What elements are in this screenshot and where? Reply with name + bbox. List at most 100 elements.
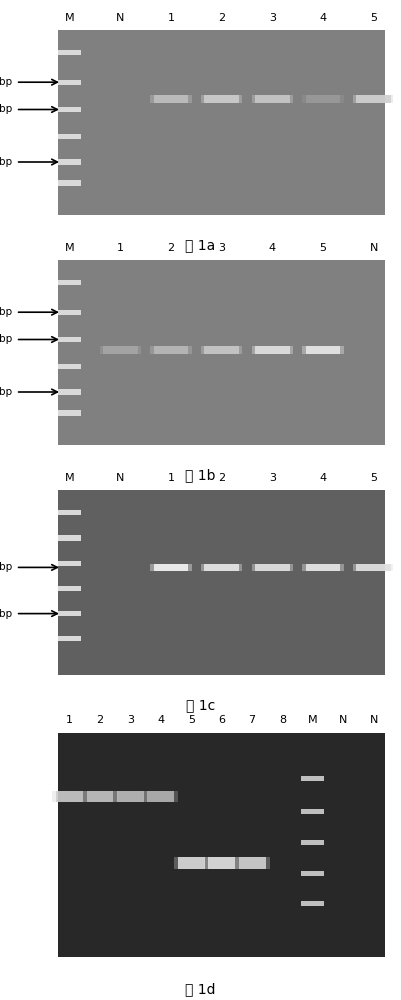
FancyBboxPatch shape — [99, 346, 141, 354]
Text: 3: 3 — [218, 243, 225, 253]
FancyBboxPatch shape — [201, 95, 243, 103]
Text: 3: 3 — [127, 715, 134, 725]
Text: 100 bp: 100 bp — [0, 157, 12, 167]
Text: N: N — [370, 715, 378, 725]
Text: M: M — [65, 473, 75, 483]
Text: 250 bp: 250 bp — [0, 334, 12, 344]
Text: 4: 4 — [320, 13, 326, 23]
FancyBboxPatch shape — [255, 346, 290, 354]
Text: 500 bp: 500 bp — [0, 307, 12, 317]
Text: 4: 4 — [320, 473, 326, 483]
FancyBboxPatch shape — [205, 95, 239, 103]
FancyBboxPatch shape — [178, 857, 205, 869]
FancyBboxPatch shape — [306, 346, 340, 354]
Text: 2: 2 — [97, 715, 103, 725]
Text: 4: 4 — [269, 243, 276, 253]
FancyBboxPatch shape — [58, 337, 81, 342]
FancyBboxPatch shape — [58, 389, 81, 395]
FancyBboxPatch shape — [58, 180, 81, 186]
FancyBboxPatch shape — [154, 564, 188, 571]
FancyBboxPatch shape — [58, 636, 81, 641]
Text: 6: 6 — [218, 715, 225, 725]
FancyBboxPatch shape — [58, 134, 81, 139]
Text: 3: 3 — [269, 473, 276, 483]
Text: 5: 5 — [370, 473, 377, 483]
FancyBboxPatch shape — [302, 901, 324, 906]
Text: N: N — [370, 243, 378, 253]
FancyBboxPatch shape — [302, 346, 344, 354]
FancyBboxPatch shape — [302, 95, 344, 103]
FancyBboxPatch shape — [302, 871, 324, 876]
FancyBboxPatch shape — [58, 310, 81, 315]
Text: N: N — [116, 13, 124, 23]
FancyBboxPatch shape — [58, 107, 81, 112]
FancyBboxPatch shape — [58, 159, 81, 165]
FancyBboxPatch shape — [201, 564, 243, 571]
Text: 1: 1 — [66, 715, 73, 725]
FancyBboxPatch shape — [154, 95, 188, 103]
FancyBboxPatch shape — [83, 791, 117, 802]
FancyBboxPatch shape — [113, 791, 148, 802]
Text: M: M — [65, 13, 75, 23]
FancyBboxPatch shape — [205, 564, 239, 571]
Text: 1: 1 — [117, 243, 124, 253]
FancyBboxPatch shape — [302, 840, 324, 845]
FancyBboxPatch shape — [58, 410, 81, 416]
FancyBboxPatch shape — [150, 564, 192, 571]
Text: 图 1b: 图 1b — [185, 468, 216, 482]
Text: 1: 1 — [168, 13, 174, 23]
Text: 5: 5 — [188, 715, 195, 725]
FancyBboxPatch shape — [58, 50, 81, 55]
FancyBboxPatch shape — [255, 95, 290, 103]
FancyBboxPatch shape — [174, 857, 209, 869]
Text: 图 1d: 图 1d — [185, 982, 216, 996]
FancyBboxPatch shape — [302, 776, 324, 781]
FancyBboxPatch shape — [58, 586, 81, 591]
Text: 3: 3 — [269, 13, 276, 23]
Text: 1: 1 — [168, 473, 174, 483]
FancyBboxPatch shape — [353, 95, 395, 103]
Text: 250 bp: 250 bp — [0, 104, 12, 114]
Text: 7: 7 — [249, 715, 256, 725]
Text: M: M — [308, 715, 318, 725]
FancyBboxPatch shape — [251, 346, 293, 354]
FancyBboxPatch shape — [56, 791, 83, 802]
FancyBboxPatch shape — [251, 564, 293, 571]
FancyBboxPatch shape — [353, 564, 395, 571]
Text: N: N — [116, 473, 124, 483]
FancyBboxPatch shape — [150, 95, 192, 103]
FancyBboxPatch shape — [306, 564, 340, 571]
FancyBboxPatch shape — [302, 564, 344, 571]
FancyBboxPatch shape — [302, 809, 324, 814]
FancyBboxPatch shape — [239, 857, 265, 869]
FancyBboxPatch shape — [58, 364, 81, 369]
FancyBboxPatch shape — [52, 791, 87, 802]
FancyBboxPatch shape — [58, 30, 385, 215]
FancyBboxPatch shape — [58, 80, 81, 85]
FancyBboxPatch shape — [148, 791, 174, 802]
FancyBboxPatch shape — [306, 95, 340, 103]
Text: 2: 2 — [218, 13, 225, 23]
Text: 500 bp: 500 bp — [0, 77, 12, 87]
Text: 5: 5 — [320, 243, 326, 253]
Text: 8: 8 — [279, 715, 286, 725]
Text: 图 1c: 图 1c — [186, 698, 215, 712]
Text: 4: 4 — [157, 715, 164, 725]
Text: N: N — [339, 715, 348, 725]
FancyBboxPatch shape — [58, 510, 81, 515]
FancyBboxPatch shape — [251, 95, 293, 103]
Text: 图 1a: 图 1a — [185, 238, 216, 252]
FancyBboxPatch shape — [58, 611, 81, 616]
FancyBboxPatch shape — [58, 535, 81, 541]
FancyBboxPatch shape — [154, 346, 188, 354]
FancyBboxPatch shape — [103, 346, 138, 354]
FancyBboxPatch shape — [150, 346, 192, 354]
Text: 2: 2 — [168, 243, 174, 253]
Text: 100 bp: 100 bp — [0, 609, 12, 619]
FancyBboxPatch shape — [117, 791, 144, 802]
Text: 100 bp: 100 bp — [0, 387, 12, 397]
FancyBboxPatch shape — [204, 857, 239, 869]
Text: 250 bp: 250 bp — [0, 562, 12, 572]
FancyBboxPatch shape — [58, 733, 385, 957]
FancyBboxPatch shape — [356, 564, 391, 571]
